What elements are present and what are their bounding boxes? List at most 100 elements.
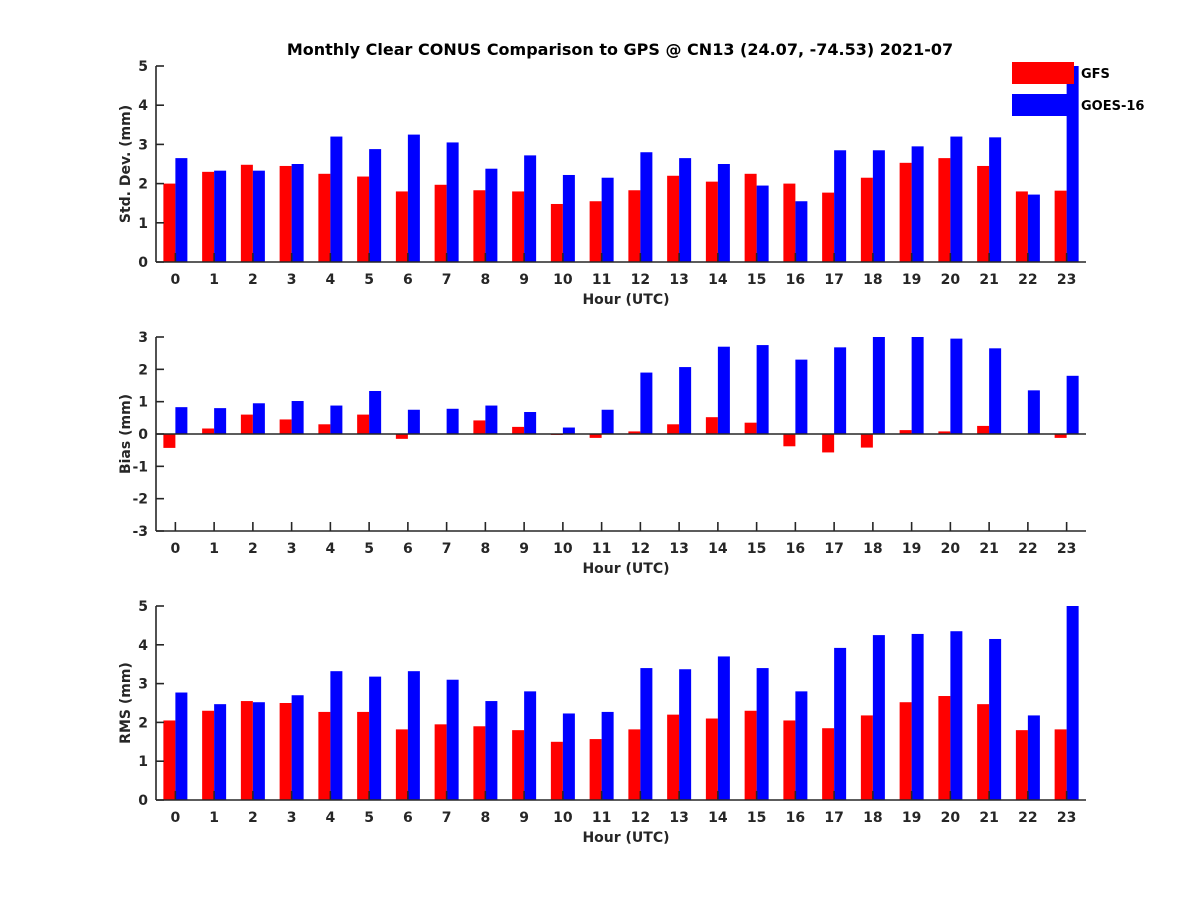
- chart-title: Monthly Clear CONUS Comparison to GPS @ …: [287, 40, 953, 59]
- y-tick-label: -3: [132, 524, 148, 540]
- y-tick-label: 0: [138, 793, 148, 809]
- bar-gfs-hour-0: [163, 183, 176, 262]
- bar-goes-16-hour-11: [601, 177, 614, 262]
- y-axis-label: Bias (mm): [118, 394, 134, 474]
- bar-gfs-hour-13: [667, 175, 680, 262]
- y-tick-label: 5: [138, 599, 148, 615]
- bar-gfs-hour-6: [395, 191, 408, 262]
- bar-gfs-hour-21: [977, 425, 990, 434]
- x-tick-label: 7: [442, 541, 452, 557]
- bar-goes-16-hour-4: [330, 671, 343, 800]
- bar-gfs-hour-17: [822, 434, 835, 453]
- x-tick-label: 9: [519, 541, 529, 557]
- bar-gfs-hour-4: [318, 173, 331, 262]
- bar-goes-16-hour-23: [1066, 606, 1079, 800]
- x-tick-label: 6: [403, 810, 413, 826]
- x-tick-label: 19: [902, 272, 921, 288]
- x-tick-label: 16: [786, 541, 805, 557]
- x-axis-label: Hour (UTC): [582, 561, 669, 577]
- bar-gfs-hour-7: [434, 184, 447, 262]
- bar-goes-16-hour-10: [562, 427, 575, 434]
- bar-goes-16-hour-13: [679, 669, 692, 800]
- bar-gfs-hour-18: [860, 177, 873, 262]
- y-axis-label: Std. Dev. (mm): [118, 105, 134, 223]
- bar-goes-16-hour-19: [911, 146, 924, 262]
- legend: GFS GOES-16: [1012, 62, 1144, 116]
- y-tick-label: 2: [138, 715, 148, 731]
- bar-goes-16-hour-3: [291, 695, 304, 800]
- bar-gfs-hour-5: [357, 711, 370, 800]
- bar-gfs-hour-5: [357, 414, 370, 434]
- x-tick-label: 20: [941, 272, 961, 288]
- bar-goes-16-hour-3: [291, 164, 304, 262]
- bar-gfs-hour-13: [667, 714, 680, 800]
- bar-goes-16-hour-14: [717, 346, 730, 434]
- bar-gfs-hour-11: [589, 201, 602, 262]
- bar-gfs-hour-15: [744, 173, 757, 262]
- bar-goes-16-hour-22: [1027, 390, 1040, 434]
- x-tick-label: 9: [519, 272, 529, 288]
- y-tick-label: 1: [138, 216, 148, 232]
- bar-goes-16-hour-0: [175, 692, 188, 800]
- bar-gfs-hour-20: [938, 158, 951, 262]
- bar-gfs-hour-15: [744, 710, 757, 800]
- bar-gfs-hour-22: [1015, 191, 1028, 262]
- bar-goes-16-hour-15: [756, 345, 769, 434]
- bar-goes-16-hour-6: [407, 671, 420, 800]
- bar-goes-16-hour-8: [485, 168, 498, 262]
- bar-goes-16-hour-20: [950, 136, 963, 262]
- bar-gfs-hour-12: [628, 729, 641, 800]
- x-tick-label: 5: [364, 541, 374, 557]
- x-tick-label: 5: [364, 272, 374, 288]
- x-tick-label: 10: [553, 272, 573, 288]
- bar-goes-16-hour-20: [950, 338, 963, 434]
- bar-goes-16-hour-10: [562, 174, 575, 262]
- bar-goes-16-hour-18: [872, 337, 885, 434]
- x-tick-label: 2: [248, 272, 258, 288]
- bar-goes-16-hour-16: [795, 359, 808, 434]
- x-tick-label: 20: [941, 810, 961, 826]
- x-tick-label: 22: [1018, 272, 1037, 288]
- x-tick-label: 23: [1057, 272, 1076, 288]
- bar-gfs-hour-23: [1054, 729, 1067, 800]
- bar-gfs-hour-23: [1054, 434, 1067, 438]
- bar-gfs-hour-14: [705, 181, 718, 262]
- bar-goes-16-hour-7: [446, 142, 459, 262]
- bar-goes-16-hour-2: [252, 403, 265, 434]
- y-tick-label: 5: [138, 59, 148, 75]
- bar-gfs-hour-19: [899, 162, 912, 262]
- bar-goes-16-hour-22: [1027, 715, 1040, 800]
- bar-gfs-hour-2: [240, 701, 253, 800]
- x-axis-label: Hour (UTC): [582, 292, 669, 308]
- x-tick-label: 3: [287, 272, 297, 288]
- legend-label-gfs: GFS: [1081, 67, 1110, 82]
- bar-gfs-hour-16: [783, 434, 796, 447]
- bar-gfs-hour-16: [783, 720, 796, 800]
- bar-gfs-hour-6: [395, 729, 408, 800]
- bar-gfs-hour-10: [550, 741, 563, 800]
- y-tick-label: -2: [132, 492, 148, 508]
- y-tick-label: 1: [138, 395, 148, 411]
- bar-goes-16-hour-11: [601, 409, 614, 434]
- x-tick-label: 18: [863, 272, 882, 288]
- y-tick-label: 3: [138, 330, 148, 346]
- x-tick-label: 14: [708, 541, 728, 557]
- x-tick-label: 1: [209, 541, 219, 557]
- bar-goes-16-hour-9: [524, 155, 537, 262]
- bar-goes-16-hour-20: [950, 631, 963, 800]
- bar-gfs-hour-12: [628, 190, 641, 262]
- x-tick-label: 16: [786, 810, 805, 826]
- bar-goes-16-hour-9: [524, 412, 537, 434]
- bar-gfs-hour-3: [279, 419, 292, 434]
- x-tick-label: 21: [979, 810, 998, 826]
- bar-goes-16-hour-19: [911, 633, 924, 800]
- bar-gfs-hour-15: [744, 422, 757, 434]
- bar-goes-16-hour-0: [175, 407, 188, 434]
- x-tick-label: 11: [592, 810, 611, 826]
- x-tick-label: 21: [979, 541, 998, 557]
- x-tick-label: 15: [747, 541, 766, 557]
- bar-goes-16-hour-0: [175, 158, 188, 262]
